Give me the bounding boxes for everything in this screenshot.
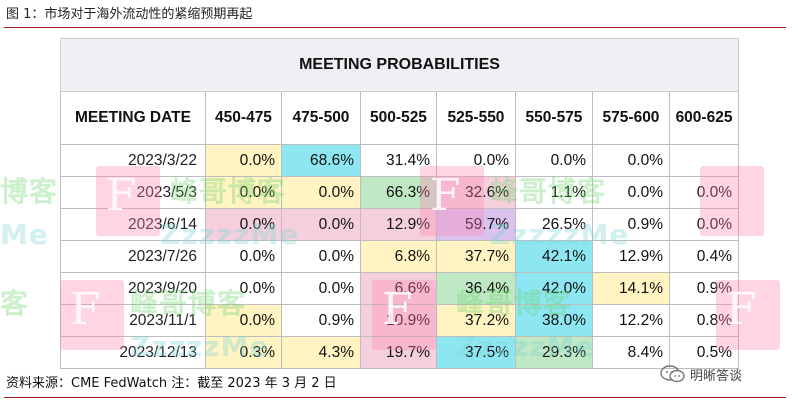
probability-cell: 6.6% <box>360 272 437 305</box>
probability-cell: 0.0% <box>205 208 282 241</box>
source-note: 资料来源：CME FedWatch 注：截至 2023 年 3 月 2 日 <box>6 376 337 391</box>
probability-cell: 42.1% <box>515 240 593 273</box>
table-header-row: MEETING DATE 450-475 475-500 500-525 525-550… <box>60 91 740 145</box>
column-header-rate-range: 575-600 <box>592 91 670 145</box>
probability-cell: 0.0% <box>281 240 361 273</box>
probability-cell: 59.7% <box>436 208 516 241</box>
source-rule <box>4 397 786 398</box>
table-row: 2023/11/1 0.0% 0.9% 10.9% 37.2% 38.0% 12.2% 0.8… <box>60 304 740 337</box>
table-banner-row: MEETING PROBABILITIES <box>59 38 740 92</box>
meeting-date-cell: 2023/12/13 <box>60 336 206 369</box>
watermark-text: 博客 <box>0 175 59 208</box>
probability-cell <box>668 144 740 177</box>
table-row: 2023/9/20 0.0% 0.0% 6.6% 36.4% 42.0% 14.1% 0.9% <box>60 272 740 305</box>
probability-cell: 38.0% <box>515 304 593 337</box>
probability-cell: 0.0% <box>515 144 593 177</box>
brand-mark: 明晰答谈 <box>660 363 742 385</box>
probability-cell: 37.5% <box>436 336 516 369</box>
chat-bubble-icon <box>660 364 686 384</box>
probability-cell: 0.5% <box>668 336 740 369</box>
meeting-date-cell: 2023/5/3 <box>60 176 206 209</box>
probability-cell: 0.0% <box>281 176 361 209</box>
figure-title: 图 1：市场对于海外流动性的紧缩预期再起 <box>6 7 253 22</box>
column-header-rate-range: 475-500 <box>281 91 361 145</box>
probability-cell: 0.0% <box>281 208 361 241</box>
probability-cell: 0.0% <box>205 240 282 273</box>
probability-cell: 14.1% <box>592 272 670 305</box>
table-body: 2023/3/22 0.0% 68.6% 31.4% 0.0% 0.0% 0.0% 2023/… <box>60 144 740 369</box>
table-row: 2023/7/26 0.0% 0.0% 6.8% 37.7% 42.1% 12.9% 0.4% <box>60 240 740 273</box>
probability-cell: 31.4% <box>360 144 437 177</box>
probability-cell: 0.0% <box>281 272 361 305</box>
probability-cell: 0.0% <box>592 144 670 177</box>
table-row: 2023/3/22 0.0% 68.6% 31.4% 0.0% 0.0% 0.0% <box>60 144 740 177</box>
probability-cell: 0.0% <box>205 144 282 177</box>
table-row: 2023/12/13 0.3% 4.3% 19.7% 37.5% 29.3% 8.4% 0.5… <box>60 336 740 369</box>
probability-cell: 0.8% <box>668 304 740 337</box>
probability-cell: 37.2% <box>436 304 516 337</box>
table-banner: MEETING PROBABILITIES <box>59 38 740 92</box>
meeting-date-cell: 2023/6/14 <box>60 208 206 241</box>
meeting-date-cell: 2023/9/20 <box>60 272 206 305</box>
probability-cell: 12.9% <box>360 208 437 241</box>
meeting-date-cell: 2023/11/1 <box>60 304 206 337</box>
column-header-meeting-date: MEETING DATE <box>60 91 206 145</box>
probability-cell: 0.0% <box>205 304 282 337</box>
probability-cell: 8.4% <box>592 336 670 369</box>
probability-cell: 0.0% <box>205 272 282 305</box>
probability-cell: 0.0% <box>668 208 740 241</box>
probability-cell: 4.3% <box>281 336 361 369</box>
title-rule <box>4 27 786 28</box>
probability-cell: 0.9% <box>668 272 740 305</box>
probability-cell: 10.9% <box>360 304 437 337</box>
probability-cell: 12.9% <box>592 240 670 273</box>
column-header-rate-range: 525-550 <box>436 91 516 145</box>
meeting-date-cell: 2023/7/26 <box>60 240 206 273</box>
column-header-rate-range: 500-525 <box>360 91 437 145</box>
probability-cell: 12.2% <box>592 304 670 337</box>
probability-cell: 66.3% <box>360 176 437 209</box>
brand-name: 明晰答谈 <box>690 368 743 384</box>
probability-cell: 19.7% <box>360 336 437 369</box>
probability-cell: 42.0% <box>515 272 593 305</box>
probability-cell: 0.0% <box>205 176 282 209</box>
column-header-rate-range: 550-575 <box>515 91 593 145</box>
probability-cell: 36.4% <box>436 272 516 305</box>
probability-cell: 0.0% <box>668 176 740 209</box>
probability-cell: 0.4% <box>668 240 740 273</box>
watermark-text: 客 <box>0 287 30 320</box>
meeting-probabilities-table: MEETING PROBABILITIES MEETING DATE 450-47… <box>59 38 740 369</box>
probability-cell: 26.5% <box>515 208 593 241</box>
probability-cell: 37.7% <box>436 240 516 273</box>
probability-cell: 0.9% <box>592 208 670 241</box>
table-row: 2023/5/3 0.0% 0.0% 66.3% 32.6% 1.1% 0.0% 0.0% <box>60 176 740 209</box>
probability-cell: 68.6% <box>281 144 361 177</box>
probability-cell: 0.3% <box>205 336 282 369</box>
probability-cell: 0.0% <box>592 176 670 209</box>
column-header-rate-range: 600-625 <box>668 91 740 145</box>
probability-cell: 29.3% <box>515 336 593 369</box>
probability-cell: 0.9% <box>281 304 361 337</box>
probability-cell: 0.0% <box>436 144 516 177</box>
watermark-text: Me <box>0 218 49 251</box>
probability-cell: 32.6% <box>436 176 516 209</box>
column-header-rate-range: 450-475 <box>205 91 282 145</box>
probability-table-container: MEETING PROBABILITIES MEETING DATE 450-47… <box>59 38 740 369</box>
table-row: 2023/6/14 0.0% 0.0% 12.9% 59.7% 26.5% 0.9% 0.0% <box>60 208 740 241</box>
meeting-date-cell: 2023/3/22 <box>60 144 206 177</box>
probability-cell: 1.1% <box>515 176 593 209</box>
probability-cell: 6.8% <box>360 240 437 273</box>
